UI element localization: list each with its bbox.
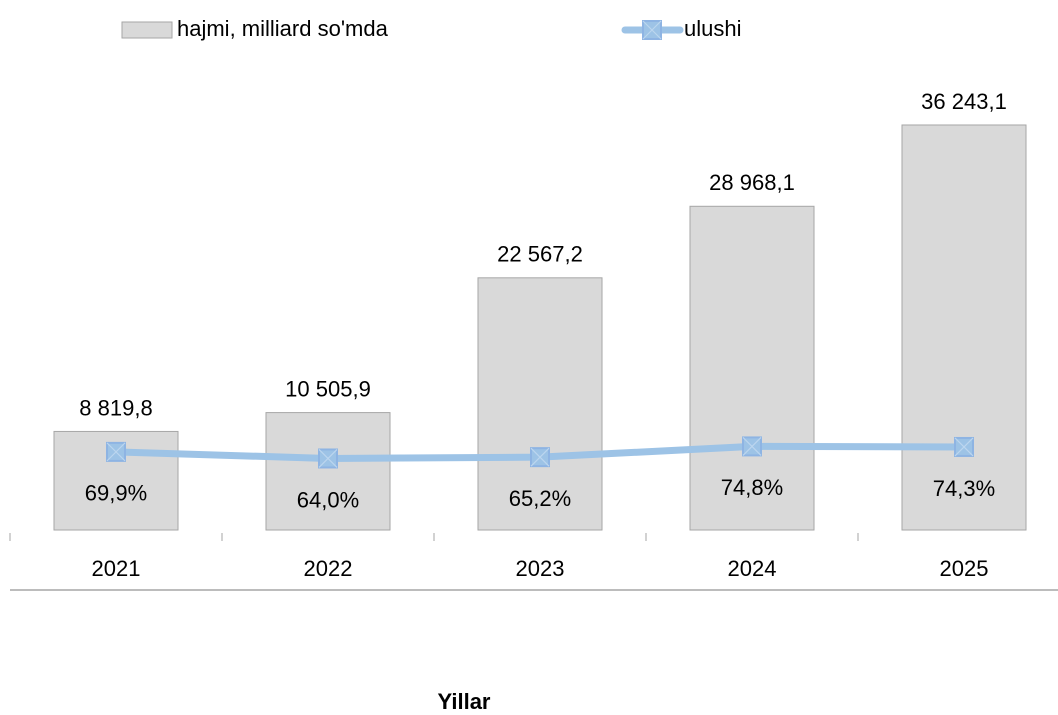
line-marker-cross <box>318 449 338 468</box>
x-axis-title: Yillar <box>438 689 491 714</box>
bar-value-label: 8 819,8 <box>79 395 152 420</box>
line-marker-cross <box>742 436 762 456</box>
line-value-label: 69,9% <box>85 481 147 506</box>
line-value-label: 65,2% <box>509 486 571 511</box>
line-value-label: 74,8% <box>721 475 783 500</box>
line-marker-cross <box>106 442 126 462</box>
line-value-label: 64,0% <box>297 487 359 512</box>
bar <box>689 205 815 531</box>
bar <box>265 412 391 531</box>
line-marker-cross <box>954 437 974 457</box>
x-tick-label: 2022 <box>304 556 353 581</box>
bar-value-label: 10 505,9 <box>285 376 371 401</box>
legend-label: hajmi, milliard so'mda <box>177 16 389 41</box>
x-tick-label: 2021 <box>92 556 141 581</box>
legend-marker-cross <box>642 20 662 40</box>
x-tick-label: 2023 <box>516 556 565 581</box>
x-tick-label: 2024 <box>728 556 777 581</box>
legend-label: ulushi <box>684 16 741 41</box>
x-tick-label: 2025 <box>940 556 989 581</box>
bar-value-label: 22 567,2 <box>497 242 583 267</box>
bar <box>477 277 603 531</box>
bar <box>901 124 1027 531</box>
line-value-label: 74,3% <box>933 476 995 501</box>
bar-value-label: 36 243,1 <box>921 89 1007 114</box>
bar-value-label: 28 968,1 <box>709 170 795 195</box>
legend-swatch <box>121 21 173 39</box>
line-marker-cross <box>530 447 550 467</box>
